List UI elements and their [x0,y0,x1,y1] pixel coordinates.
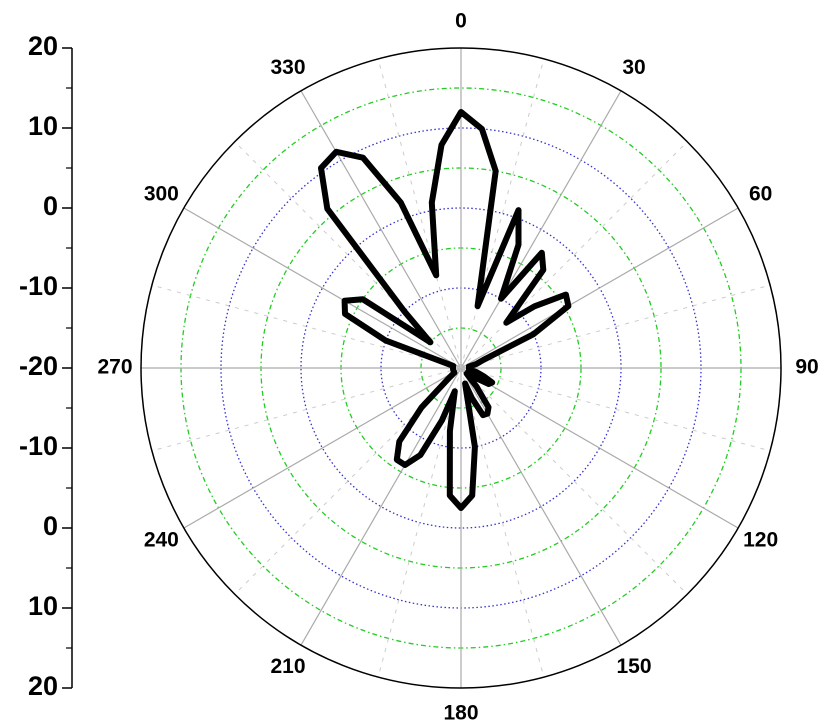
angle-label: 60 [749,183,772,206]
angle-label: 90 [795,356,818,379]
radial-tick-label: 20 [28,31,58,61]
angle-label: 240 [144,529,179,552]
spoke [183,207,462,369]
minor-spoke [151,367,462,452]
angle-label: 270 [97,356,132,379]
spoke [300,367,462,646]
pattern-line [318,109,572,511]
radial-tick-label: 10 [28,591,58,621]
minor-spoke [460,141,688,369]
angle-label: 30 [622,56,645,79]
spoke [460,367,622,646]
minor-spoke [151,284,462,369]
minor-spoke [460,284,771,369]
spoke [460,90,622,369]
spoke [460,207,739,369]
minor-spoke [460,58,545,369]
angle-label: 330 [270,56,305,79]
angle-label: 300 [144,183,179,206]
minor-spoke [460,367,771,452]
minor-spoke [377,58,462,369]
radial-tick-label: -10 [19,271,58,301]
radial-tick-label: 0 [43,511,58,541]
angle-label: 180 [443,702,478,725]
outer-circle [140,47,782,689]
angle-label: 0 [455,10,467,33]
minor-spoke [460,367,545,678]
spoke [300,90,462,369]
angle-label: 150 [616,655,651,678]
minor-spoke [377,367,462,678]
spoke [460,367,739,529]
radial-tick-label: -20 [19,351,58,381]
angle-label: 210 [270,655,305,678]
spoke [183,367,462,529]
angle-label: 120 [743,529,778,552]
minor-spoke [460,367,688,595]
radial-tick-label: 0 [43,191,58,221]
radial-tick-label: 10 [28,111,58,141]
radial-tick-label: -10 [19,431,58,461]
radial-tick-label: 20 [28,671,58,701]
